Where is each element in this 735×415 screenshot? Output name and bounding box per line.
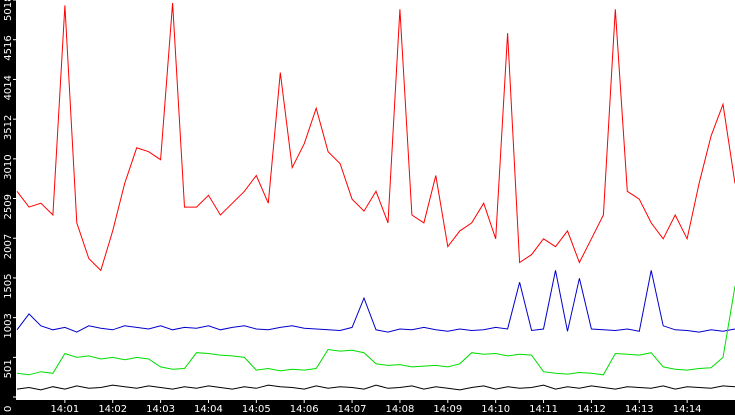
x-tick-label: 14:02 xyxy=(98,404,127,415)
x-tick-label: 14:12 xyxy=(577,404,606,415)
y-tick-label: 5018 xyxy=(3,0,14,21)
series-line xyxy=(16,384,735,391)
series-line xyxy=(16,2,735,272)
y-tick-label: 4014 xyxy=(3,75,14,100)
x-tick-label: 14:09 xyxy=(433,404,462,415)
x-tick-label: 14:06 xyxy=(290,404,319,415)
x-tick-label: 14:13 xyxy=(625,404,654,415)
x-tick-label: 14:01 xyxy=(50,404,79,415)
y-tick-label: 4516 xyxy=(3,35,14,60)
y-axis-band xyxy=(0,0,16,415)
x-tick-label: 14:10 xyxy=(481,404,510,415)
x-tick-label: 14:11 xyxy=(529,404,558,415)
y-tick-label: 501 xyxy=(3,359,14,378)
x-tick-label: 14:14 xyxy=(673,404,702,415)
y-tick-label: 2007 xyxy=(3,234,14,259)
y-tick-label: 1505 xyxy=(3,273,14,298)
y-tick-label: 2509 xyxy=(3,194,14,219)
x-tick-label: 14:05 xyxy=(242,404,271,415)
x-tick-label: 14:07 xyxy=(338,404,367,415)
series-line xyxy=(16,270,735,333)
x-axis-band xyxy=(0,400,735,415)
y-tick-label: 1003 xyxy=(3,313,14,338)
x-tick-label: 14:03 xyxy=(146,404,175,415)
series-line xyxy=(16,286,735,376)
y-tick-label: 3512 xyxy=(3,115,14,140)
x-tick-label: 14:04 xyxy=(194,404,223,415)
x-tick-label: 14:08 xyxy=(386,404,415,415)
y-tick-label: 0 xyxy=(3,406,14,412)
y-tick-label: 3010 xyxy=(3,154,14,179)
